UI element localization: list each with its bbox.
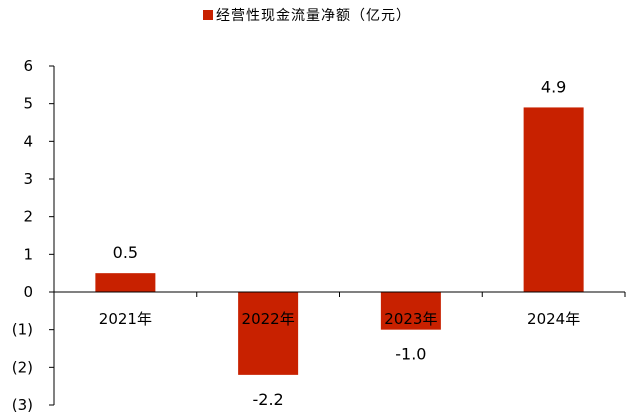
- x-tick-label: 2024年: [527, 310, 580, 328]
- y-axis: 6 5 4 3 2 1 0 (1) (2) (3): [12, 57, 55, 414]
- x-tick-label: 2022年: [242, 310, 295, 328]
- data-label: -2.2: [253, 390, 284, 409]
- y-tick-label: 1: [23, 245, 33, 263]
- y-tick-label: (2): [12, 358, 33, 376]
- bar: [95, 273, 156, 292]
- x-axis: 2021年 2022年 2023年 2024年: [54, 291, 626, 328]
- y-tick-label: 6: [23, 57, 33, 75]
- y-tick-label: 4: [23, 132, 33, 150]
- y-tick-label: 2: [23, 208, 33, 226]
- y-tick-label: 3: [23, 170, 33, 188]
- data-label: 4.9: [541, 77, 566, 96]
- data-label: -1.0: [395, 345, 426, 364]
- y-tick-label: (1): [12, 321, 33, 339]
- legend-label: 经营性现金流量净额（亿元）: [216, 8, 411, 24]
- data-label: 0.5: [113, 243, 138, 262]
- bar: [238, 292, 299, 375]
- y-tick-label: 0: [23, 283, 33, 301]
- bar: [523, 107, 584, 292]
- data-labels: 0.5 -2.2 -1.0 4.9: [113, 77, 567, 408]
- y-tick-label: (3): [12, 396, 33, 414]
- y-tick-label: 5: [23, 95, 33, 113]
- bar: [380, 292, 441, 330]
- legend: 经营性现金流量净额（亿元）: [203, 8, 411, 24]
- x-tick-label: 2021年: [99, 310, 152, 328]
- legend-swatch: [203, 10, 213, 20]
- x-tick-label: 2023年: [384, 310, 437, 328]
- bars: [95, 107, 584, 375]
